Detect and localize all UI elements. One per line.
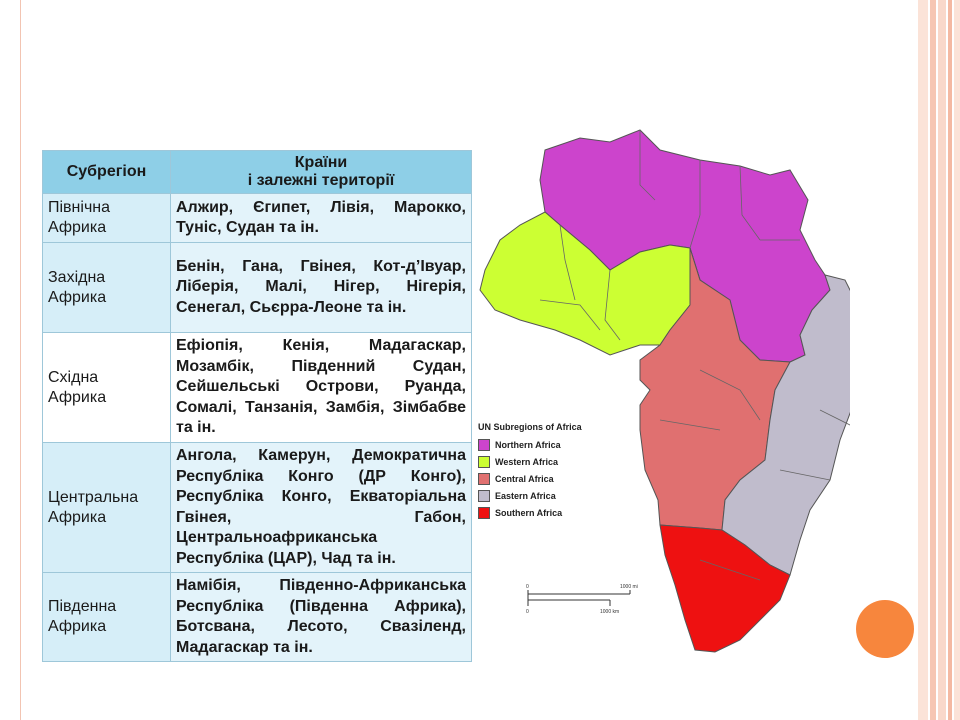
legend-swatch: [478, 506, 490, 519]
subregion-name-line2: Африка: [48, 288, 107, 306]
legend-item: Central Africa: [478, 470, 618, 487]
subregions-table: Субрегіон Країни і залежні території Пів…: [42, 150, 472, 662]
right-stripe-1: [918, 0, 928, 720]
legend-label: Western Africa: [495, 456, 559, 467]
subregion-cell: Південна Африка: [42, 572, 171, 662]
right-stripe-3: [938, 0, 946, 720]
scale-miles: 1000 mi: [620, 584, 638, 590]
map-scale-bar: 0 1000 mi 0 1000 km: [526, 584, 638, 615]
subregion-cell: Західна Африка: [42, 242, 171, 333]
table-row: Південна Африка Намібія, Південно-Африка…: [42, 572, 472, 662]
header-countries: Країни і залежні території: [170, 150, 472, 194]
scale-zero-bottom: 0: [526, 609, 529, 615]
countries-cell: Алжир, Єгипет, Лівія, Марокко, Туніс, Су…: [170, 193, 472, 243]
legend-item: Northern Africa: [478, 436, 618, 453]
legend-swatch: [478, 438, 490, 451]
header-subregion: Субрегіон: [42, 150, 171, 194]
subregion-name-line2: Африка: [48, 219, 107, 236]
subregion-name-line1: Центральна: [48, 488, 139, 506]
subregion-name-line1: Західна: [48, 268, 106, 286]
header-countries-line2: і залежні території: [247, 172, 395, 189]
legend-item: Eastern Africa: [478, 487, 618, 504]
table-row: Центральна Африка Ангола, Камерун, Демок…: [42, 442, 472, 573]
subregion-name-line2: Африка: [48, 508, 107, 526]
countries-cell: Бенін, Гана, Гвінея, Кот-д’Івуар, Лібері…: [170, 242, 472, 333]
legend-title: UN Subregions of Africa: [478, 422, 582, 432]
legend-swatch: [478, 472, 490, 485]
table-row: Східна Африка Ефіопія, Кенія, Мадагаскар…: [42, 332, 472, 443]
region-western-africa: [479, 211, 701, 356]
africa-subregions-map: [479, 129, 850, 653]
table-header-row: Субрегіон Країни і залежні території: [42, 150, 472, 194]
table-row: Північна Африка Алжир, Єгипет, Лівія, Ма…: [42, 193, 472, 243]
subregion-name-line1: Східна: [48, 368, 99, 386]
subregion-name-line2: Африка: [48, 388, 107, 406]
table-row: Західна Африка Бенін, Гана, Гвінея, Кот-…: [42, 242, 472, 333]
subregion-name-line1: Південна: [48, 598, 117, 615]
region-eastern-africa: [721, 274, 850, 576]
legend-swatch: [478, 455, 490, 468]
subregion-cell: Північна Африка: [42, 193, 171, 243]
countries-cell: Ефіопія, Кенія, Мадагаскар, Мозамбік, Пі…: [170, 332, 472, 443]
country-borders: [539, 130, 850, 581]
countries-cell: Ангола, Камерун, Демократична Республіка…: [170, 442, 472, 573]
legend-label: Eastern Africa: [495, 490, 556, 501]
scale-km: 1000 km: [600, 609, 619, 615]
legend-label: Central Africa: [495, 473, 554, 484]
legend-swatch: [478, 489, 490, 502]
legend-label: Northern Africa: [495, 439, 561, 450]
region-southern-africa: [659, 524, 791, 653]
countries-cell: Намібія, Південно-Африканська Республіка…: [170, 572, 472, 662]
legend-label: Southern Africa: [495, 507, 563, 518]
legend-item: Southern Africa: [478, 504, 618, 521]
scale-zero-top: 0: [526, 584, 529, 590]
map-legend: UN Subregions of Africa Northern Africa …: [478, 422, 618, 521]
subregion-cell: Східна Африка: [42, 332, 171, 443]
decorative-orange-circle: [856, 600, 914, 658]
subregion-cell: Центральна Африка: [42, 442, 171, 573]
right-stripe-5: [954, 0, 960, 720]
subregion-name-line2: Африка: [48, 618, 107, 635]
left-border-line: [0, 0, 21, 720]
legend-item: Western Africa: [478, 453, 618, 470]
right-stripe-4: [948, 0, 952, 720]
right-stripe-2: [930, 0, 936, 720]
subregion-name-line1: Північна: [48, 199, 111, 216]
header-countries-line1: Країни: [294, 154, 348, 171]
